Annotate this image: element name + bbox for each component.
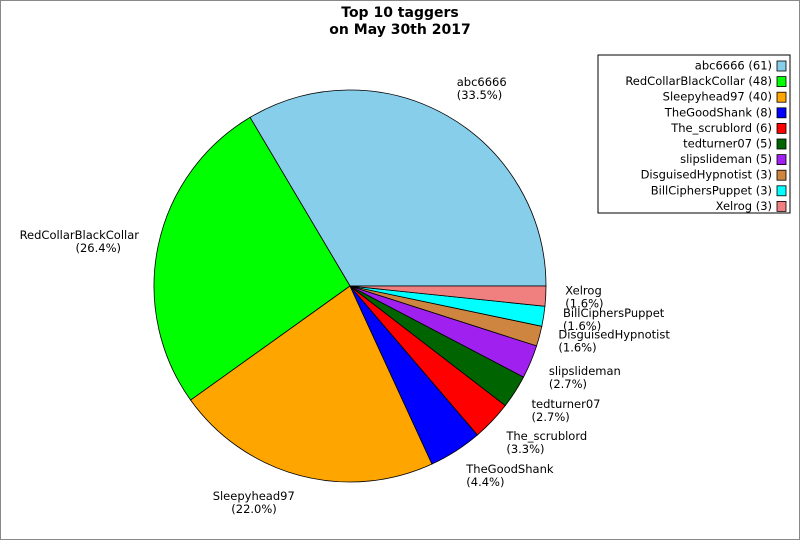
legend-label: RedCollarBlackCollar (48) [625,74,772,88]
slice-percent: (1.6%) [563,319,601,333]
legend-swatch [776,138,787,150]
slice-label: Xelrog [565,284,601,298]
slice-label: BillCiphersPuppet [563,306,665,320]
slice-label: slipslideman [549,364,621,378]
legend-swatch [776,107,787,119]
legend-label: The_scrublord (6) [670,121,772,135]
pie-slice [349,285,547,307]
chart-subtitle: on May 30th 2017 [329,22,470,38]
slice-percent: (3.3%) [506,442,544,456]
legend-swatch [776,200,787,212]
chart-title: Top 10 taggers [341,5,458,21]
slice-label: The_scrublord [505,429,587,443]
slice-percent: (2.7%) [532,410,570,424]
pie-slice [190,285,433,483]
slice-label: abc6666 [457,75,507,89]
legend-swatch [776,60,787,72]
pie-slice [249,89,547,287]
legend-label: TheGoodShank (8) [664,105,772,119]
slice-percent: (1.6%) [558,341,596,355]
legend-label: slipslideman (5) [680,152,772,166]
legend-label: BillCiphersPuppet (3) [651,183,772,197]
legend-label: DisguisedHypnotist (3) [641,168,772,182]
slice-percent: (1.6%) [565,297,603,311]
legend-label: tedturner07 (5) [683,137,772,151]
legend-swatch [776,169,787,181]
slice-percent: (26.4%) [75,241,121,255]
slice-label: tedturner07 [532,397,601,411]
slice-percent: (33.5%) [457,88,503,102]
legend-label: Xelrog (3) [716,199,772,213]
pie-slice [153,116,351,401]
slice-percent: (2.7%) [549,377,587,391]
legend-label: abc6666 (61) [695,59,772,73]
legend-swatch [776,154,787,166]
slice-label: RedCollarBlackCollar [20,228,140,242]
slice-percent: (22.0%) [231,502,277,516]
legend-box [597,54,791,214]
slice-percent: (4.4%) [466,475,504,489]
legend-swatch [776,76,787,87]
legend-swatch [776,91,787,103]
legend-swatch [776,185,787,197]
slice-label: Sleepyhead97 [213,489,295,503]
legend-label: Sleepyhead97 (40) [663,90,772,104]
slice-label: TheGoodShank [465,462,554,476]
legend-swatch [776,123,787,134]
slice-label: DisguisedHypnotist [558,328,670,342]
